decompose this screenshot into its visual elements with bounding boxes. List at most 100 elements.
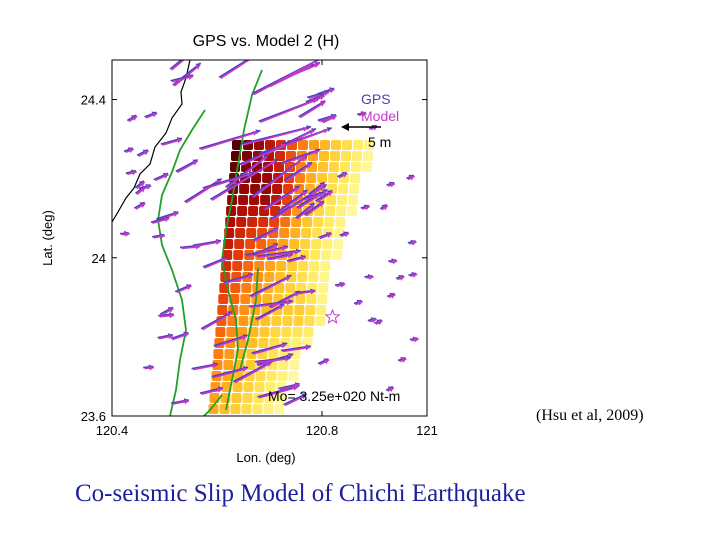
slip-patch — [245, 239, 256, 249]
slip-patch — [254, 382, 265, 392]
model-vector-head — [152, 112, 158, 118]
slip-patch — [318, 162, 328, 172]
slip-patch — [265, 261, 276, 271]
slip-patch — [296, 283, 307, 293]
slip-patch — [305, 305, 316, 315]
gps-vector — [248, 300, 294, 308]
fault-trace — [157, 109, 206, 416]
model-vector — [173, 64, 201, 87]
model-vector — [256, 357, 290, 364]
model-vector-head — [125, 231, 130, 237]
slip-patch — [319, 272, 330, 282]
slip-patch — [324, 217, 335, 227]
slip-patch — [274, 162, 284, 172]
model-vector-head — [212, 363, 218, 369]
model-vector-head — [143, 150, 149, 156]
model-vector-head — [285, 356, 290, 362]
slip-patch — [297, 272, 308, 282]
slip-patch — [336, 206, 347, 216]
slip-patch — [342, 140, 352, 150]
model-vector-head — [286, 300, 292, 306]
coastline — [112, 60, 191, 223]
model-vector-head — [330, 115, 336, 120]
slip-patch — [268, 349, 279, 359]
slip-patch — [237, 327, 248, 337]
slip-patch — [241, 404, 252, 414]
slip-patch — [351, 162, 361, 172]
model-vector — [202, 312, 233, 331]
slip-patch — [313, 217, 324, 227]
slip-patch — [258, 217, 269, 227]
slip-patch — [329, 162, 339, 172]
gps-vector — [211, 366, 249, 378]
y-axis-label: Lat. (deg) — [40, 210, 55, 266]
model-vector-head — [184, 399, 189, 405]
model-vector — [299, 101, 326, 119]
slip-patch — [363, 151, 373, 161]
slip-patch — [315, 316, 326, 326]
model-vector-head — [281, 343, 287, 349]
legend-gps-label: GPS — [361, 91, 391, 107]
gps-vector — [213, 334, 248, 347]
model-vector-head — [314, 63, 320, 68]
slip-patch — [349, 184, 360, 194]
slip-patch — [309, 140, 319, 150]
model-vector-head — [217, 387, 223, 393]
slip-patch — [240, 294, 251, 304]
epicenter-star-shape — [324, 308, 341, 324]
slip-patch — [265, 382, 276, 392]
slip-patch — [253, 393, 264, 403]
slip-patch — [232, 261, 243, 271]
slip-patch — [325, 206, 336, 216]
model-vector-head — [176, 138, 182, 144]
slip-patch — [248, 206, 259, 216]
model-vector — [214, 335, 248, 348]
gps-vector — [169, 60, 183, 70]
slip-patch — [338, 184, 349, 194]
model-vector-head — [128, 148, 134, 154]
plot-frame — [111, 59, 428, 417]
gps-vector — [256, 249, 301, 257]
model-vector-head — [301, 394, 307, 400]
slip-patch — [304, 316, 315, 326]
model-vector-head — [186, 285, 192, 291]
model-vector-head — [411, 240, 417, 246]
model-vector-head — [322, 55, 327, 59]
model-vector — [264, 186, 300, 211]
slip-patch — [279, 228, 290, 238]
model-vector-head — [342, 173, 348, 178]
slip-patch — [247, 338, 258, 348]
slip-patch — [236, 217, 247, 227]
model-vector — [226, 156, 268, 189]
y-tick-label: 23.6 — [81, 409, 106, 424]
slip-patch — [311, 239, 322, 249]
gps-vector — [225, 154, 269, 188]
slip-patch — [272, 184, 283, 194]
model-vector-head — [309, 204, 315, 210]
model-vector — [252, 156, 306, 198]
slip-patch — [330, 151, 340, 161]
slip-patch — [332, 250, 343, 260]
model-vector-head — [252, 131, 258, 136]
slip-patch — [276, 261, 287, 271]
slip-patch — [275, 393, 286, 403]
model-vector-head — [278, 305, 284, 310]
gps-vector — [249, 274, 292, 297]
slip-patch — [335, 217, 346, 227]
model-vector — [270, 291, 300, 309]
slip-patch — [362, 162, 372, 172]
model-vector-head — [377, 320, 383, 326]
x-tick-label: 120.4 — [96, 423, 129, 438]
slip-patch — [239, 184, 250, 194]
fault-traces — [157, 69, 263, 416]
model-vector-head — [368, 275, 374, 280]
gps-vector — [277, 189, 309, 212]
slip-patch — [252, 404, 263, 414]
slip-patch — [238, 195, 249, 205]
slip-patch — [265, 140, 275, 150]
slip-patch — [290, 228, 301, 238]
slip-patch — [340, 162, 350, 172]
slip-patch — [319, 151, 329, 161]
slip-patch — [293, 316, 304, 326]
model-vector-head — [306, 65, 312, 71]
